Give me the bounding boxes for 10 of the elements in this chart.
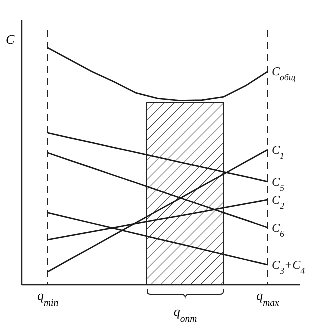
x-tick-label: q$_{max}$ <box>256 288 280 308</box>
series-label: C$_{общ}$ <box>272 64 296 83</box>
text: q$_{опт}$ <box>174 304 198 324</box>
y-axis-title: C <box>6 32 15 47</box>
series-label: C$_{2}$ <box>272 192 286 211</box>
x-tick-label: q$_{min}$ <box>37 288 59 308</box>
series-label: C$_{1}$ <box>272 142 285 161</box>
series-label: C$_{5}$ <box>272 174 286 193</box>
series-label: C$_{3}$+C$_{4}$ <box>272 258 306 276</box>
series-label: C$_{6}$ <box>272 220 286 239</box>
